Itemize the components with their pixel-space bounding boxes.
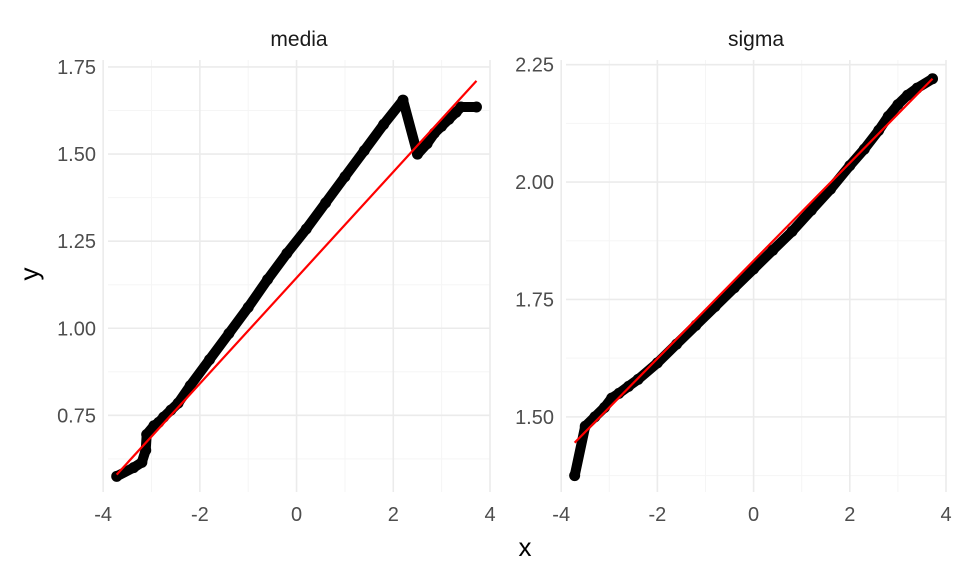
data-point: [339, 171, 351, 183]
data-point: [111, 470, 123, 482]
reference-line: [115, 80, 478, 476]
data-point: [397, 94, 409, 106]
data-point: [421, 138, 433, 150]
data-point: [184, 380, 196, 392]
x-tick-label: -4: [552, 504, 570, 526]
data-point: [300, 223, 312, 235]
grid-lines: [560, 60, 947, 492]
data-point: [136, 456, 148, 468]
data-points: [569, 73, 939, 482]
data-point: [411, 148, 423, 160]
panel-title: sigma: [728, 28, 784, 51]
reference-line: [573, 78, 934, 444]
y-tick-label: 1.75: [57, 57, 96, 79]
data-point: [892, 99, 904, 111]
panel-sigma: sigma -4 -2 0 2 4 1.50 1.75 2.00 2.25: [515, 28, 952, 526]
x-axis-title: x: [519, 532, 532, 562]
data-point: [805, 204, 817, 216]
x-tick-label: 2: [388, 504, 399, 526]
y-tick-label: 2.00: [515, 172, 554, 194]
x-tick-label: 2: [844, 504, 855, 526]
x-tick-label: 0: [291, 504, 302, 526]
y-tick-label: 1.50: [57, 144, 96, 166]
x-tick-label: 4: [484, 504, 495, 526]
x-tick-label: -2: [648, 504, 666, 526]
y-tick-label: 1.75: [515, 289, 554, 311]
data-point: [128, 462, 140, 474]
data-points: [111, 94, 482, 482]
data-point: [358, 145, 370, 157]
y-tick-label: 2.25: [515, 55, 554, 77]
data-point: [728, 282, 740, 294]
x-tick-label: 0: [748, 504, 759, 526]
data-point: [844, 160, 856, 172]
data-point: [579, 420, 591, 432]
data-point: [455, 101, 467, 113]
data-point: [378, 118, 390, 130]
data-point: [902, 89, 914, 101]
x-tick-label: 4: [940, 504, 951, 526]
y-axis-title: y: [14, 268, 44, 281]
data-point: [320, 197, 332, 209]
data-point: [873, 124, 885, 136]
panel-media: media -4 -2 0 2 4 0.75 1.00 1.25 1.50 1.75: [57, 28, 496, 526]
data-point: [569, 470, 581, 482]
data-point: [748, 263, 760, 275]
data-point: [470, 101, 482, 113]
data-point: [204, 354, 216, 366]
y-tick-label: 1.50: [515, 407, 554, 429]
x-tick-label: -2: [191, 504, 209, 526]
y-tick-label: 1.25: [57, 231, 96, 253]
x-tick-label: -4: [94, 504, 112, 526]
y-tick-label: 1.00: [57, 318, 96, 340]
panel-title: media: [270, 28, 328, 51]
data-point: [786, 225, 798, 237]
data-point: [223, 327, 235, 339]
y-tick-label: 0.75: [57, 405, 96, 427]
data-point: [262, 273, 274, 285]
data-point: [690, 319, 702, 331]
data-point: [767, 244, 779, 256]
facet-panels: media -4 -2 0 2 4 0.75 1.00 1.25 1.50 1.75 sigma -4 -…: [57, 28, 952, 526]
data-point: [443, 113, 455, 125]
data-point: [281, 247, 293, 259]
data-point: [242, 301, 254, 313]
data-point: [882, 110, 894, 122]
